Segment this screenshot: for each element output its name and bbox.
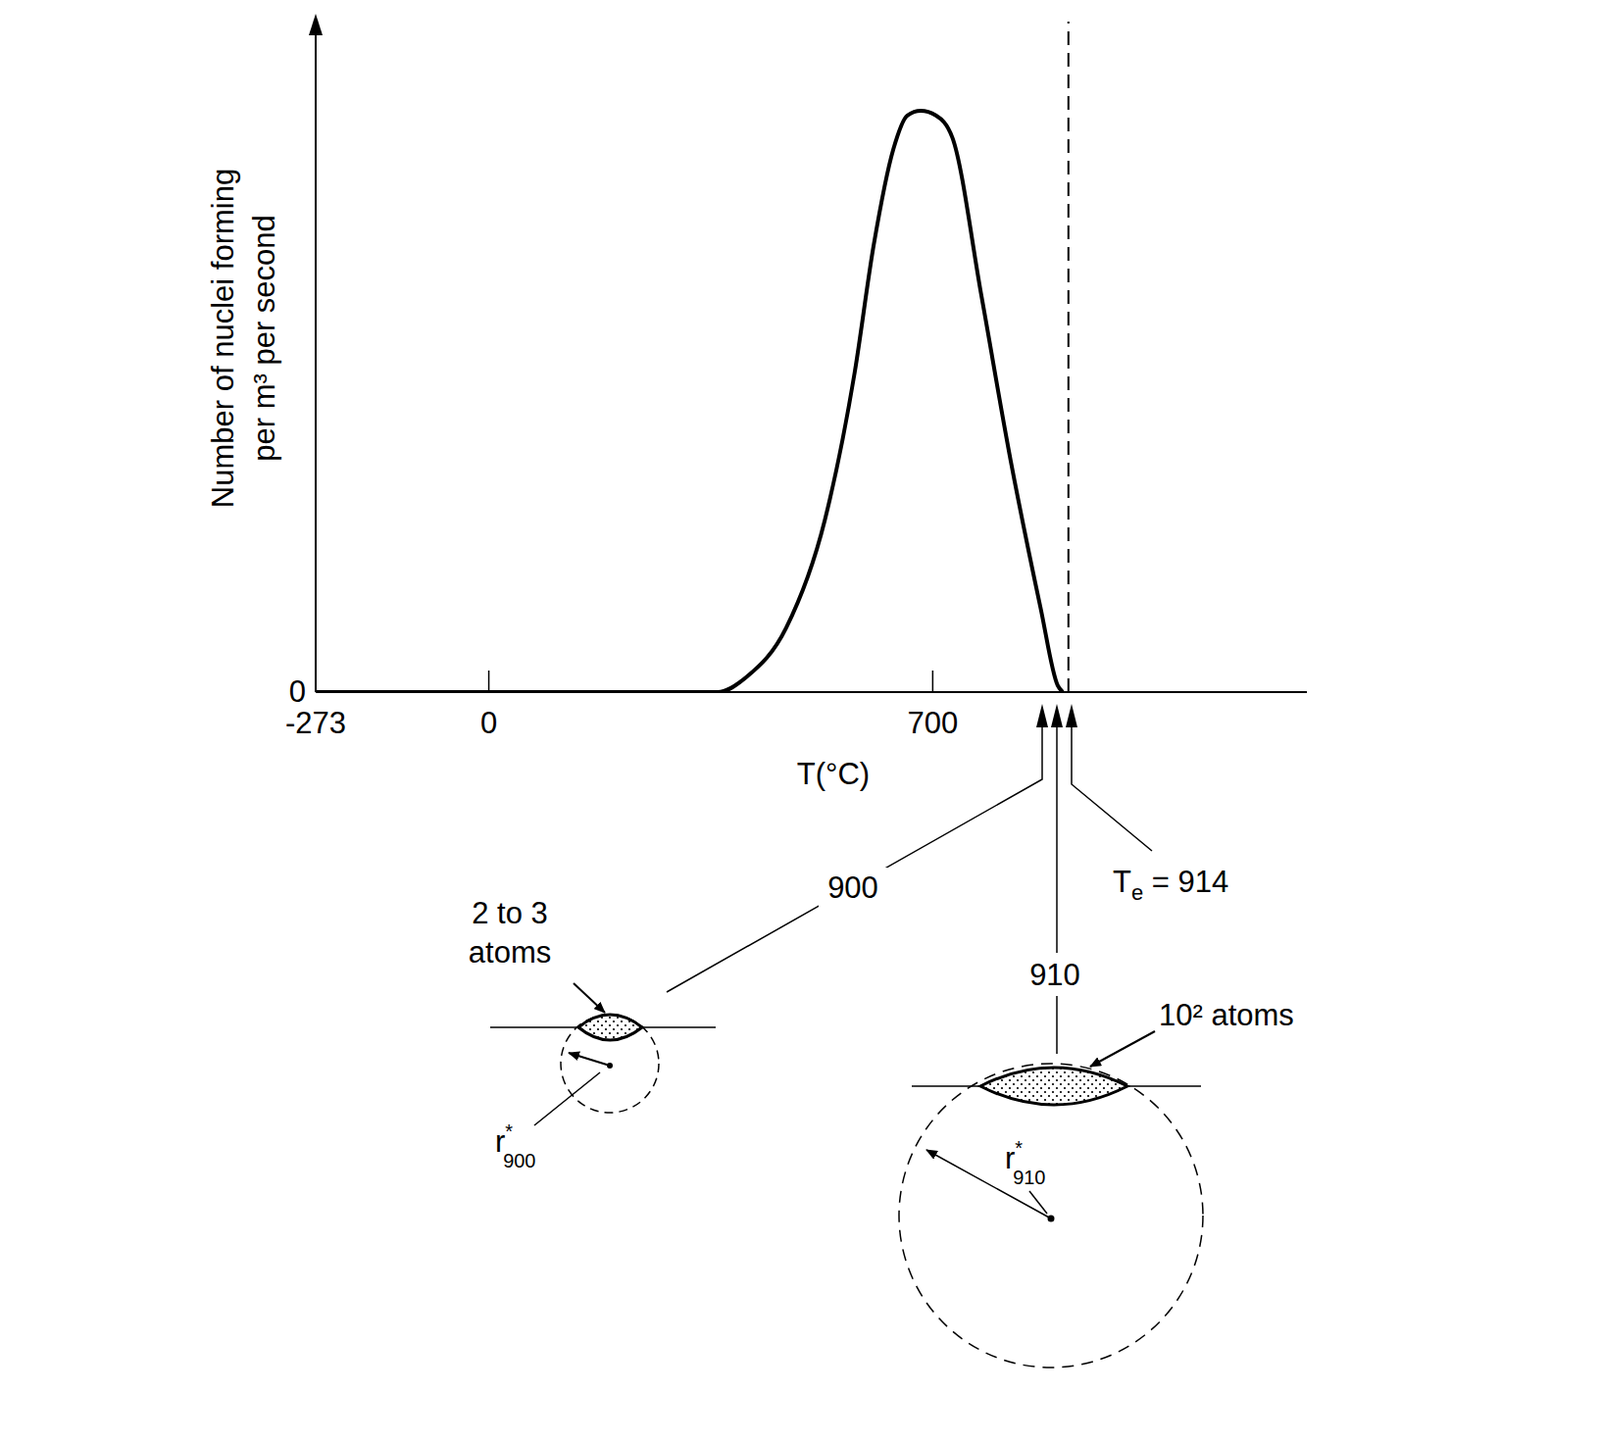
svg-text:10² atoms: 10² atoms	[1158, 998, 1295, 1033]
svg-text:0: 0	[480, 705, 498, 741]
svg-text:910: 910	[1029, 957, 1081, 993]
svg-text:Number of nuclei forming: Number of nuclei forming	[205, 168, 241, 508]
svg-text:-273: -273	[285, 705, 347, 741]
svg-text:per m³ per second: per m³ per second	[247, 214, 282, 462]
svg-text:atoms: atoms	[468, 935, 551, 970]
svg-text:2 to 3: 2 to 3	[471, 896, 549, 931]
svg-text:Te = 914: Te = 914	[1112, 864, 1229, 905]
svg-text:700: 700	[907, 705, 959, 741]
svg-text:900: 900	[827, 870, 879, 905]
svg-text:T(°C): T(°C)	[797, 756, 870, 792]
svg-text:0: 0	[289, 674, 306, 709]
svg-text:r*900: r*900	[495, 1120, 537, 1172]
svg-text:r*910: r*910	[1004, 1137, 1047, 1189]
